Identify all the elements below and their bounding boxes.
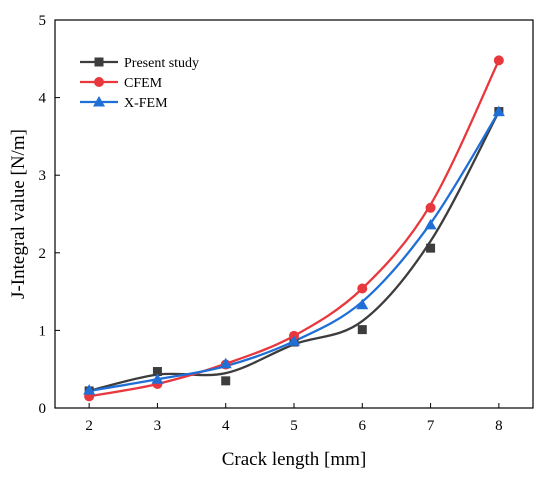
x-fem-point [151, 373, 164, 384]
x-tick-label: 3 [154, 418, 162, 434]
y-axis-title: J-Integral value [N/m] [8, 129, 29, 299]
x-fem-point [83, 384, 96, 395]
legend-marker-x-fem [93, 96, 105, 107]
y-tick-label: 1 [39, 323, 47, 339]
x-tick-label: 7 [427, 418, 435, 434]
legend-marker-cfem [94, 77, 104, 87]
cfem-point [493, 55, 504, 66]
x-tick-label: 6 [359, 418, 367, 434]
y-tick-label: 5 [39, 13, 47, 29]
legend-label-present-study: Present study [124, 56, 199, 71]
y-tick-label: 0 [39, 401, 47, 417]
x-tick-label: 2 [85, 418, 93, 434]
x-tick-label: 4 [222, 418, 230, 434]
x-fem-point [424, 218, 437, 230]
legend-marker-present-study [94, 57, 104, 67]
present-study-point [426, 243, 436, 253]
x-fem-point [219, 357, 232, 369]
cfem-point [425, 202, 436, 213]
x-axis-title: Crack length [mm] [222, 449, 367, 470]
data-markers [83, 55, 505, 402]
x-tick-label: 8 [495, 418, 503, 434]
y-tick-label: 3 [39, 168, 47, 184]
legend: Present study CFEM X-FEM [80, 56, 199, 111]
x-fem-point [288, 335, 300, 346]
legend-label-x-fem: X-FEM [124, 96, 168, 111]
x-fem-point [492, 105, 505, 117]
y-tick-label: 4 [39, 91, 47, 107]
y-axis-ticks: 0 1 2 3 4 5 [39, 13, 60, 417]
present-study-point [152, 367, 162, 377]
legend-label-cfem: CFEM [124, 76, 163, 91]
present-study-point [357, 325, 367, 335]
present-study-point [221, 376, 231, 386]
x-axis-ticks: 2 3 4 5 6 7 8 [85, 403, 503, 434]
cfem-point [357, 283, 368, 294]
y-tick-label: 2 [39, 246, 47, 262]
x-fem-fit-line [88, 110, 500, 393]
x-tick-label: 5 [290, 418, 298, 434]
x-fem-point [356, 298, 369, 310]
present-study-fit-line [88, 111, 500, 393]
